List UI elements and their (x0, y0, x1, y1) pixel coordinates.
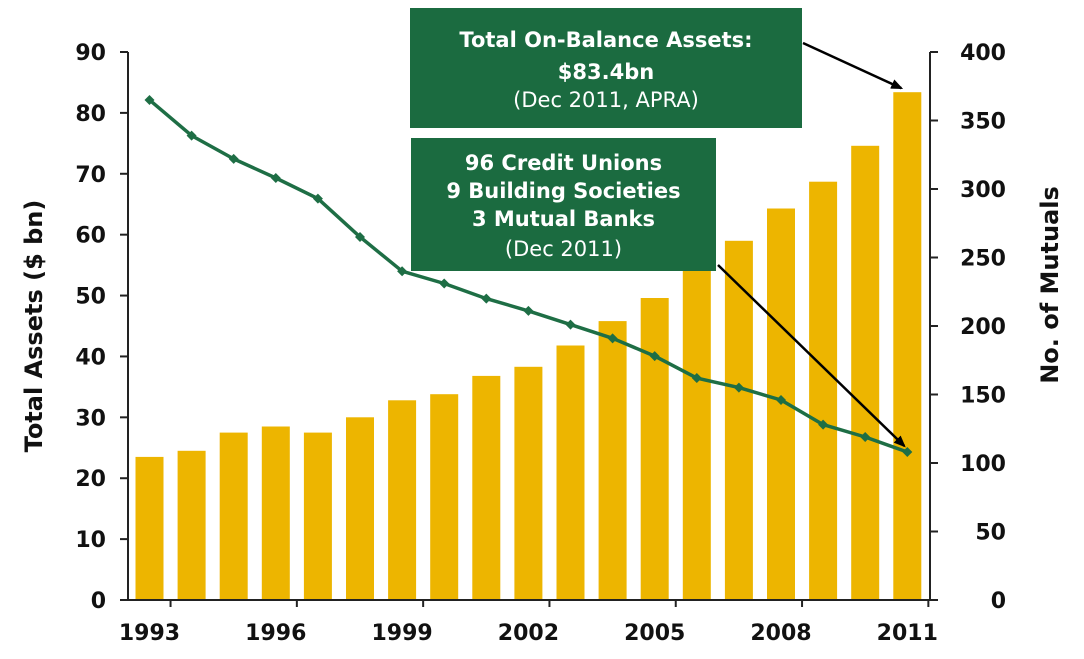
y-right-tick-label: 400 (960, 41, 1006, 66)
callout-text-line: 9 Building Societies (446, 179, 680, 203)
bar-1995 (219, 432, 248, 600)
line-point-2011 (902, 447, 913, 458)
line-point-2007 (733, 382, 744, 393)
bar-series (135, 92, 922, 601)
axes: 0 10 20 30 40 50 60 70 80 90 0 50 100 150 200 250 300 350… (20, 41, 1064, 646)
line-point-2005 (649, 351, 660, 362)
bar-2011 (893, 92, 922, 600)
bar-2002 (514, 366, 543, 600)
bar-2004 (598, 321, 627, 600)
line-point-2006 (691, 373, 702, 384)
line-point-1993 (144, 94, 155, 105)
callouts: Total On-Balance Assets: $83.4bn (Dec 2011… (410, 8, 906, 448)
y-left-tick-label: 90 (75, 41, 106, 66)
bar-2006 (682, 262, 711, 600)
y-left-tick-label: 70 (75, 163, 106, 188)
line-point-1995 (228, 153, 239, 164)
y-right-tick-label: 100 (960, 452, 1006, 477)
callout-text-line: 3 Mutual Banks (472, 207, 655, 231)
y-left-tick-label: 10 (75, 528, 106, 553)
line-point-1998 (355, 231, 365, 242)
y-right-tick-label: 200 (960, 315, 1006, 340)
callout-text-line: 96 Credit Unions (465, 151, 662, 175)
bar-2000 (430, 394, 459, 600)
line-point-2001 (481, 293, 492, 304)
line-point-2000 (439, 278, 450, 289)
bar-1997 (303, 432, 332, 600)
callout-text-line: $83.4bn (558, 60, 654, 84)
bar-1996 (261, 426, 290, 600)
bar-2009 (809, 181, 838, 600)
y-right-tick-label: 350 (960, 110, 1006, 135)
callout-text-line: (Dec 2011, APRA) (513, 88, 699, 112)
x-tick-label: 2002 (498, 621, 559, 646)
line-point-1999 (397, 266, 408, 277)
callout-arrow (717, 264, 906, 448)
y-right-tick-label: 250 (960, 247, 1006, 272)
y-left-axis-title: Total Assets ($ bn) (20, 200, 48, 453)
x-tick-label: 2011 (877, 621, 938, 646)
x-tick-label: 2008 (750, 621, 811, 646)
line-point-2004 (607, 333, 618, 344)
bar-1993 (135, 456, 164, 600)
line-point-1997 (312, 193, 323, 204)
y-right-tick-label: 0 (991, 589, 1006, 614)
bar-2007 (724, 240, 753, 601)
callout-box (410, 8, 802, 128)
line-series (144, 94, 913, 458)
y-left-tick-label: 0 (91, 589, 106, 614)
x-tick-label: 2005 (624, 621, 685, 646)
line-point-2003 (565, 319, 576, 330)
y-left-tick-label: 80 (75, 102, 106, 127)
x-tick-label: 1993 (119, 621, 180, 646)
bar-2005 (640, 298, 669, 600)
y-right-tick-label: 50 (975, 521, 1006, 546)
y-left-tick-label: 50 (75, 285, 106, 310)
x-tick-label: 1996 (245, 621, 306, 646)
bar-1998 (346, 417, 374, 600)
line-point-2008 (776, 394, 786, 405)
callout-text-line: (Dec 2011) (505, 237, 622, 261)
y-left-tick-label: 30 (75, 406, 106, 431)
bar-1994 (177, 450, 206, 600)
line-point-2002 (523, 305, 534, 316)
y-right-axis-title: No. of Mutuals (1036, 186, 1064, 384)
bar-1999 (388, 400, 417, 600)
y-right-tick-label: 300 (960, 178, 1006, 203)
bar-2003 (556, 345, 585, 600)
callout-2: 96 Credit Unions 9 Building Societies 3 Mu… (411, 138, 906, 448)
x-tick-label: 1999 (371, 621, 432, 646)
y-right-tick-label: 150 (960, 384, 1006, 409)
y-left-tick-label: 40 (75, 345, 106, 370)
callout-text-line: Total On-Balance Assets: (459, 28, 752, 52)
line-point-2009 (818, 419, 829, 430)
callout-box (411, 138, 716, 271)
y-left-tick-label: 20 (75, 467, 106, 492)
bar-2010 (851, 145, 880, 601)
line-point-1996 (270, 173, 281, 184)
callout-arrow (802, 41, 904, 90)
bar-2001 (472, 375, 501, 600)
y-left-tick-label: 60 (75, 224, 106, 249)
callout-1: Total On-Balance Assets: $83.4bn (Dec 2011… (410, 8, 904, 128)
line-point-2010 (860, 431, 871, 442)
line-point-1994 (186, 130, 197, 141)
